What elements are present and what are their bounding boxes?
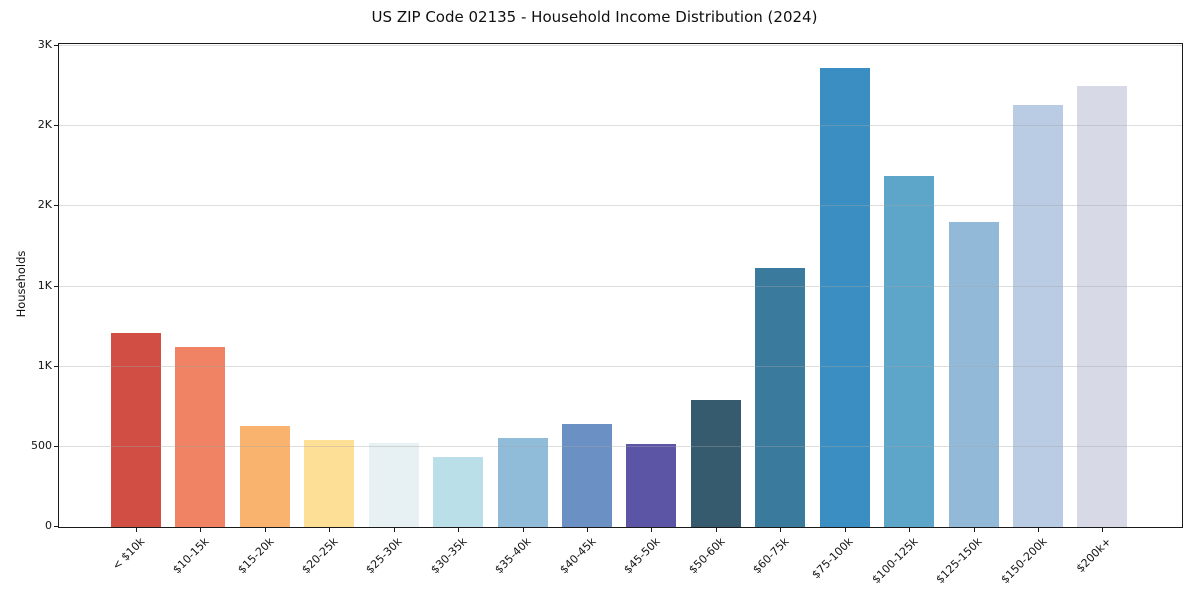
y-tick-label: 1K [37, 278, 52, 292]
x-tick-label-text: $15-20k [234, 535, 277, 577]
bar-$35-40k [497, 438, 548, 527]
gridline [59, 365, 1182, 367]
x-tick-label-text: $50-60k [685, 535, 728, 577]
x-tick-mark [909, 528, 911, 532]
bar-$200k+ [1077, 86, 1128, 527]
bar-$75-100k [819, 67, 870, 527]
x-tick-label-text: $30-35k [428, 535, 470, 577]
y-tick-label: 3K [37, 38, 52, 51]
y-tick-label: 0 [45, 519, 52, 532]
x-tick-mark [1102, 528, 1104, 532]
x-tick-mark [973, 528, 975, 532]
x-tick-mark [458, 528, 460, 532]
x-tick-label-text: $10-15k [170, 535, 212, 577]
y-tick-mark [54, 125, 59, 127]
x-tick-label-text: $40-45k [556, 535, 599, 577]
bar-$30-35k [433, 457, 484, 527]
x-tick-mark [200, 528, 202, 532]
x-tick-label-text: $20-25k [299, 535, 341, 577]
x-tick-mark [715, 528, 717, 532]
x-tick-label-text: < $10k [109, 535, 148, 573]
bar-$40-45k [562, 424, 612, 527]
x-tick-mark [651, 528, 653, 532]
x-tick-label-text: $200k+ [1073, 535, 1114, 576]
y-tick-mark [54, 445, 59, 447]
x-tick-mark [264, 528, 266, 532]
bar-$25-30k [368, 442, 419, 527]
gridline [59, 45, 1182, 46]
x-tick-label-text: $45-50k [621, 535, 663, 577]
plot-area [58, 43, 1183, 528]
y-tick-mark [54, 526, 59, 527]
gridline [59, 285, 1182, 287]
x-tick-mark [1038, 528, 1040, 532]
y-tick-mark [54, 45, 59, 46]
x-tick-label-text: $25-30k [363, 535, 405, 577]
gridline [59, 125, 1182, 127]
x-tick-mark [844, 528, 846, 532]
x-tick-mark [780, 528, 782, 532]
y-tick-mark [54, 365, 59, 367]
x-tick-label-text: $150-200k [998, 535, 1050, 587]
bar-$10-15k [175, 347, 226, 527]
y-tick-label: 1K [37, 358, 52, 372]
x-tick-label-text: $125-150k [933, 535, 985, 587]
x-tick-label-text: $35-40k [492, 535, 534, 577]
bar-$15-20k [239, 426, 290, 527]
x-tick-label-text: $60-75k [750, 535, 792, 577]
bar-$45-50k [626, 444, 677, 527]
y-tick-mark [54, 205, 59, 207]
y-tick-label: 2K [37, 198, 52, 212]
x-tick-mark [522, 528, 524, 532]
gridline [59, 445, 1182, 447]
bar-$125-150k [948, 221, 999, 527]
x-tick-label-text: $75-100k [809, 535, 856, 582]
x-tick-mark [329, 528, 331, 532]
bar-$150-200k [1013, 105, 1064, 527]
chart-title: US ZIP Code 02135 - Household Income Dis… [371, 8, 818, 26]
x-tick-mark [136, 528, 137, 532]
y-tick-label: 2K [37, 118, 52, 132]
bar-< $10k [111, 333, 161, 527]
x-tick-label-text: $100-125k [869, 535, 921, 587]
x-tick-mark [393, 528, 395, 532]
x-tick-mark [587, 528, 588, 532]
y-tick-mark [54, 285, 59, 287]
bar-$50-60k [690, 399, 741, 527]
bar-$20-25k [304, 440, 355, 527]
bar-$100-125k [884, 175, 935, 527]
y-tick-label: 500 [31, 438, 52, 452]
gridline [59, 205, 1182, 207]
bar-$60-75k [755, 268, 806, 527]
